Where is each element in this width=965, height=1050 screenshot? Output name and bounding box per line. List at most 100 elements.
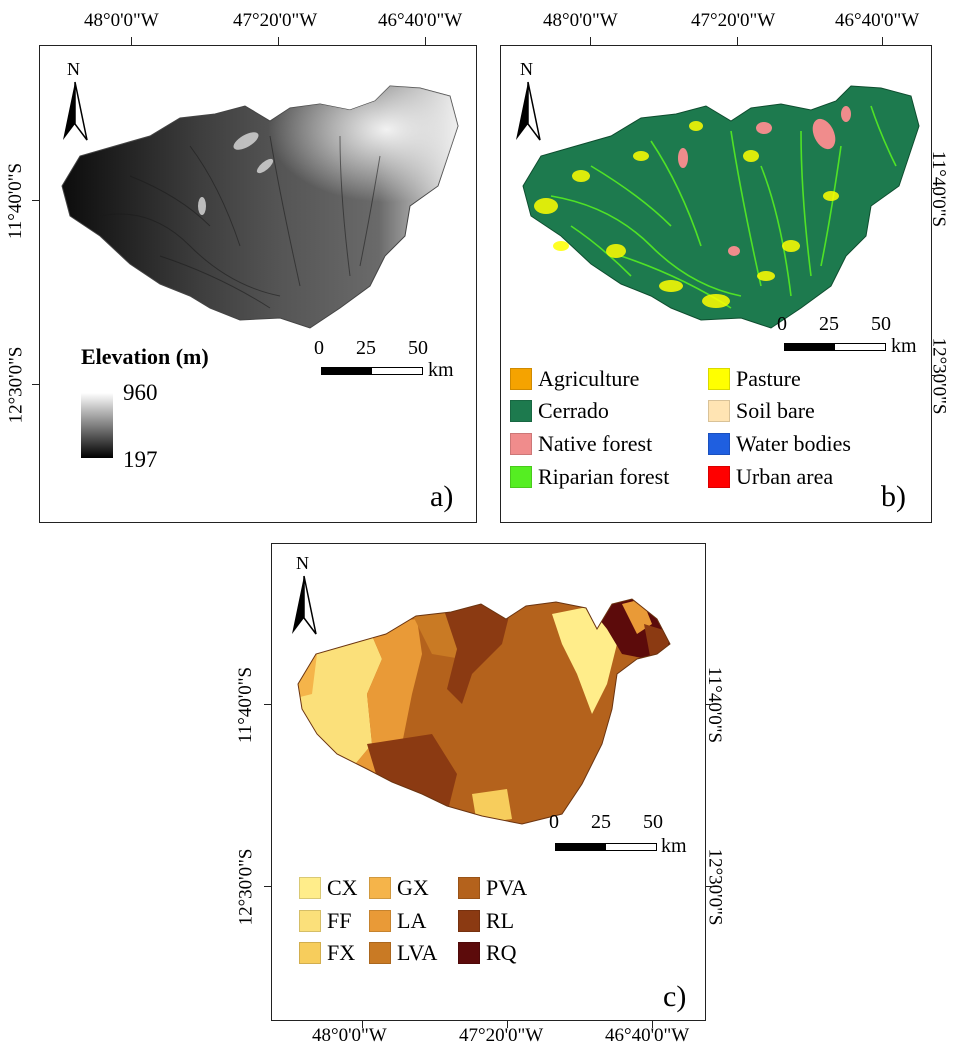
legend-item-riparian-forest: Riparian forest <box>510 464 669 490</box>
lat-tick-label: 11°40'0"S <box>235 666 257 744</box>
legend-item-soil-bare: Soil bare <box>708 398 815 424</box>
legend-item-gx: GX <box>369 875 429 901</box>
scale-tick-25: 25 <box>819 313 839 335</box>
tick-mark <box>264 886 271 887</box>
legend-swatch <box>299 910 321 932</box>
legend-label: CX <box>327 875 358 900</box>
scale-tick-50: 50 <box>408 337 428 359</box>
legend-item-la: LA <box>369 908 426 934</box>
north-label-b: N <box>520 59 533 79</box>
tick-mark <box>362 1021 363 1028</box>
legend-item-native-forest: Native forest <box>510 431 652 457</box>
scale-unit: km <box>891 335 917 357</box>
basin-outline-b <box>522 85 920 329</box>
legend-swatch <box>369 910 391 932</box>
legend-swatch <box>510 400 532 422</box>
legend-label: FX <box>327 940 356 965</box>
panel-letter-c: c) <box>663 980 687 1013</box>
tick-mark <box>264 704 271 705</box>
soil-map <box>297 598 671 825</box>
lat-tick-label: 12°30'0"S <box>704 848 726 926</box>
legend-item-urban-area: Urban area <box>708 464 833 490</box>
legend-label: Riparian forest <box>538 464 670 489</box>
scale-unit: km <box>428 359 454 381</box>
legend-label: Urban area <box>736 464 834 489</box>
legend-label: Agriculture <box>538 366 640 391</box>
drainage-texture-a <box>99 135 381 309</box>
legend-item-agriculture: Agriculture <box>510 366 639 392</box>
north-label-a: N <box>67 59 80 79</box>
elevation-legend-title: Elevation (m) <box>81 344 209 369</box>
tick-mark <box>32 384 39 385</box>
legend-label: RL <box>486 908 515 933</box>
legend-label: GX <box>397 875 429 900</box>
tick-mark <box>882 37 883 45</box>
legend-swatch <box>299 942 321 964</box>
north-arrow-icon <box>63 81 88 141</box>
highland-a <box>62 86 458 328</box>
scale-tick-50: 50 <box>643 811 663 833</box>
lon-tick-label: 46°40'0"W <box>378 10 463 31</box>
north-arrow-icon <box>292 575 317 635</box>
panel-b-land-use: N 0 25 50 km Agriculture Pasture Cerrado… <box>500 45 932 523</box>
native-forest-patches-b <box>678 106 851 256</box>
legend-swatch <box>458 942 480 964</box>
riparian-network-b <box>550 105 897 309</box>
tick-mark <box>131 37 132 45</box>
legend-label: Water bodies <box>736 431 851 456</box>
lon-tick-label: 46°40'0"W <box>835 10 920 31</box>
lon-tick-label: 48°0'0"W <box>543 10 618 31</box>
elevation-min-label: 197 <box>123 447 158 472</box>
tick-mark <box>590 37 591 45</box>
tick-mark <box>425 37 426 45</box>
legend-swatch <box>299 877 321 899</box>
lat-tick-label: 11°40'0"S <box>704 666 726 744</box>
legend-swatch <box>510 466 532 488</box>
legend-item-cerrado: Cerrado <box>510 398 609 424</box>
land-use-map <box>522 85 920 329</box>
legend-item-ff: FF <box>299 908 351 934</box>
legend-swatch <box>369 877 391 899</box>
legend-swatch <box>708 433 730 455</box>
legend-item-lva: LVA <box>369 940 437 966</box>
basin-outline-c <box>297 598 671 825</box>
tick-mark <box>507 1021 508 1028</box>
elevation-color-ramp <box>81 393 113 458</box>
legend-swatch <box>708 368 730 390</box>
elevation-map <box>61 85 459 329</box>
legend-label: Pasture <box>736 366 801 391</box>
lat-tick-label: 12°30'0"S <box>5 346 27 424</box>
legend-label: RQ <box>486 940 517 965</box>
panel-letter-a: a) <box>430 480 454 513</box>
legend-swatch <box>708 466 730 488</box>
legend-item-water-bodies: Water bodies <box>708 431 851 457</box>
legend-item-rl: RL <box>458 908 514 934</box>
legend-swatch <box>458 877 480 899</box>
pasture-patches-b <box>534 121 839 308</box>
legend-item-cx: CX <box>299 875 358 901</box>
lat-tick-label: 11°40'0"S <box>928 150 950 228</box>
lat-tick-label: 11°40'0"S <box>5 162 27 240</box>
tick-mark <box>737 37 738 45</box>
legend-swatch <box>510 433 532 455</box>
legend-label: LVA <box>397 940 438 965</box>
lat-tick-label: 12°30'0"S <box>235 848 257 926</box>
legend-swatch <box>510 368 532 390</box>
legend-swatch <box>458 910 480 932</box>
north-arrow-icon <box>516 81 541 141</box>
legend-label: Cerrado <box>538 398 609 423</box>
scale-tick-0: 0 <box>314 337 324 359</box>
north-label-c: N <box>296 553 309 573</box>
legend-item-pva: PVA <box>458 875 527 901</box>
tick-mark <box>652 1021 653 1028</box>
tick-mark <box>932 188 939 189</box>
panel-a-elevation: N Elevation (m) 960 197 0 25 50 km a) <box>39 45 477 523</box>
lon-tick-label: 46°40'0"W <box>605 1025 690 1046</box>
tick-mark <box>32 200 39 201</box>
scale-tick-25: 25 <box>356 337 376 359</box>
lon-tick-label: 47°20'0"W <box>459 1025 544 1046</box>
legend-label: Soil bare <box>736 398 815 423</box>
scale-unit: km <box>661 835 687 857</box>
legend-item-rq: RQ <box>458 940 517 966</box>
elevation-max-label: 960 <box>123 380 158 405</box>
